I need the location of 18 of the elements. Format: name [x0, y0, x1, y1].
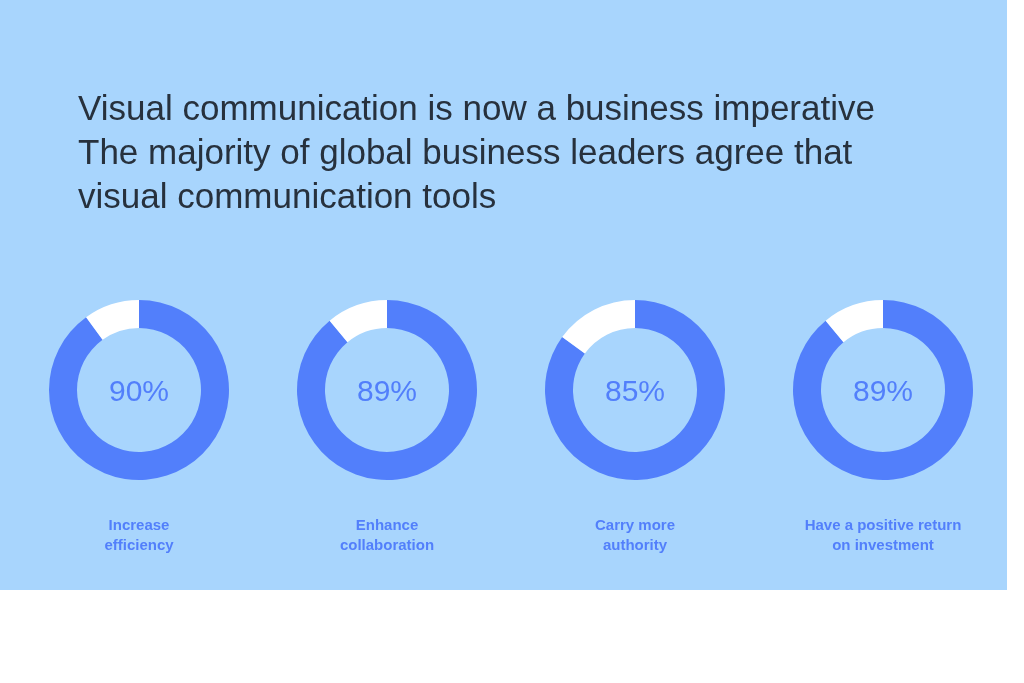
donut-slice: [49, 300, 229, 480]
donut-slice: [562, 300, 635, 354]
donut-slice: [297, 300, 477, 480]
slice-label: Enhance collaboration: [339, 516, 435, 553]
donut-slice: [329, 300, 387, 343]
text: Visual communication is now a business imperative: [78, 88, 875, 127]
slice-label: Carry more authority: [594, 516, 676, 553]
data-label: 89%: [852, 374, 914, 407]
donut-slice: [545, 300, 725, 480]
donut-slice: [86, 300, 139, 340]
data-label: 85%: [604, 374, 666, 407]
data-label: 90%: [108, 374, 170, 407]
slice-label: Increase efficiency: [104, 516, 175, 553]
data-label: 89%: [356, 374, 418, 407]
donut-slice: [793, 300, 973, 480]
text: The majority of global business leaders agree that visual communication tools: [78, 132, 853, 215]
slice-label: Have a positive return on investment: [804, 516, 962, 553]
donut-slice: [825, 300, 883, 343]
